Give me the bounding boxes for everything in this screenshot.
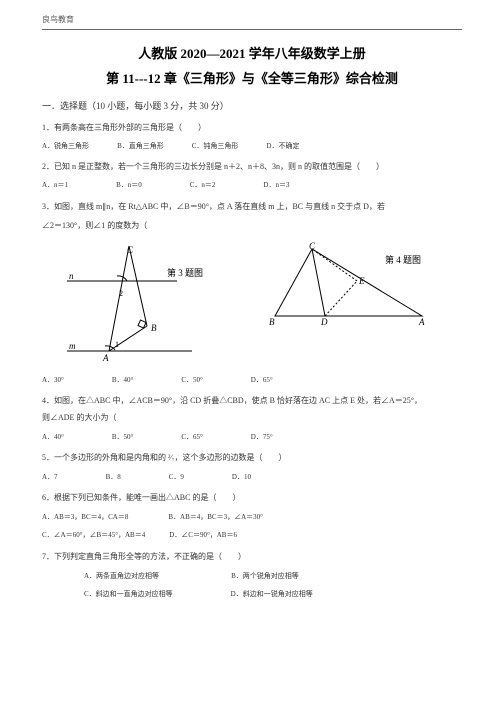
svg-text:A: A [418,317,425,327]
option-a: A．40° [42,431,64,444]
option-row: A．AB＝3，BC＝4，CA＝8 B．AB＝4，BC＝3，∠A＝30° [42,509,462,524]
option-c: C．n＝2 [190,179,216,192]
svg-text:n: n [69,271,74,281]
option-a: A．两条直角边对应相等 [84,570,159,583]
question-3-options: A．30° B．40° C．50° D．65° [42,372,462,387]
option-row-2: C．斜边和一直角边对应相等 D．斜边和一锐角对应相等 [42,586,462,601]
question-text: 4．如图，在△ABC 中，∠ACB＝90°，沿 CD 折叠△CBD，使点 B 恰… [42,393,462,408]
title-line-2: 第 11---12 章《三角形》与《全等三角形》综合检测 [42,69,462,90]
option-c: C．钝角三角形 [192,140,239,153]
svg-text:A: A [102,353,109,361]
option-row: A．两条直角边对应相等 B．两个锐角对应相等 [42,568,462,583]
option-a: A．锐角三角形 [42,140,89,153]
option-a: A．7 [42,471,58,484]
option-d: D．n＝3 [263,179,289,192]
option-d: D．斜边和一锐角对应相等 [231,588,313,601]
figure-4: C B A D E 第 4 题图 [267,241,437,365]
figure-row: C n m A B 2 1 第 3 题图 C B A [42,241,462,365]
option-row-2: C．∠A＝60°，∠B＝45°，AB＝4 D．∠C＝90°，AB＝6 [42,527,462,542]
option-d: D．不确定 [266,140,299,153]
question-text: 6．根据下列已知条件，能唯一画出△ABC 的是（ ） [42,490,462,505]
option-c: C．∠A＝60°，∠B＝45°，AB＝4 [42,529,145,542]
svg-text:2: 2 [119,289,123,298]
option-c: C．9 [169,471,184,484]
option-c: C．65° [181,431,202,444]
option-c: C．50° [181,374,202,387]
option-row: A．锐角三角形 B．直角三角形 C．钝角三角形 D．不确定 [42,138,462,153]
svg-text:第 3 题图: 第 3 题图 [167,267,203,278]
option-d: D．10 [232,471,251,484]
svg-text:C: C [309,241,316,251]
question-text: 7．下列判定直角三角形全等的方法，不正确的是（ ） [42,549,462,564]
option-a: A．n＝1 [42,179,68,192]
option-b: B．两个锐角对应相等 [231,570,299,583]
question-5: 5．一个多边形的外角和是内角和的 ²⁄₇，这个多边形的边数是（ ） A．7 B．… [42,450,462,483]
option-b: B．8 [106,471,121,484]
svg-text:C: C [127,245,134,255]
page-header: 良鸟教育 [42,14,462,30]
option-row: A．30° B．40° C．50° D．65° [42,372,462,387]
question-text: 5．一个多边形的外角和是内角和的 ²⁄₇，这个多边形的边数是（ ） [42,450,462,465]
option-a: A．30° [42,374,64,387]
question-3: 3．如图，直线 m∥n，在 Rt△ABC 中，∠B＝90°，点 A 落在直线 m… [42,199,462,233]
svg-text:B: B [269,317,275,327]
option-b: B．50° [112,431,133,444]
option-row: A．7 B．8 C．9 D．10 [42,469,462,484]
question-text: 3．如图，直线 m∥n，在 Rt△ABC 中，∠B＝90°，点 A 落在直线 m… [42,199,462,214]
option-d: D．75° [251,431,273,444]
svg-text:D: D [320,317,328,327]
question-2: 2．已知 n 是正整数，若一个三角形的三边长分别是 n＋2、n＋8、3n，则 n… [42,159,462,192]
option-d: D．∠C＝90°，AB＝6 [169,529,237,542]
question-text: 2．已知 n 是正整数，若一个三角形的三边长分别是 n＋2、n＋8、3n，则 n… [42,159,462,174]
section-heading: 一．选择题（10 小题，每小题 3 分，共 30 分） [42,99,462,113]
question-text-b: ∠2＝130°，则∠1 的度数为（ [42,218,462,233]
option-a: A．AB＝3，BC＝4，CA＝8 [42,511,128,524]
svg-text:E: E [358,276,365,286]
question-6: 6．根据下列已知条件，能唯一画出△ABC 的是（ ） A．AB＝3，BC＝4，C… [42,490,462,543]
option-b: B．n＝0 [116,179,142,192]
svg-text:1: 1 [115,340,119,349]
question-4: 4．如图，在△ABC 中，∠ACB＝90°，沿 CD 折叠△CBD，使点 B 恰… [42,393,462,445]
option-row: A．n＝1 B．n＝0 C．n＝2 D．n＝3 [42,177,462,192]
option-b: B．40° [112,374,133,387]
option-b: B．AB＝4，BC＝3，∠A＝30° [168,511,263,524]
question-1: 1．有两条高在三角形外部的三角形是（ ） A．锐角三角形 B．直角三角形 C．钝… [42,120,462,153]
svg-text:B: B [151,323,157,333]
question-text: 1．有两条高在三角形外部的三角形是（ ） [42,120,462,135]
option-d: D．65° [251,374,273,387]
svg-text:m: m [69,341,76,351]
question-7: 7．下列判定直角三角形全等的方法，不正确的是（ ） A．两条直角边对应相等 B．… [42,549,462,602]
triangle-fig3-svg: C n m A B 2 1 第 3 题图 [67,241,217,361]
svg-text:第 4 题图: 第 4 题图 [385,254,421,265]
triangle-fig4-svg: C B A D E 第 4 题图 [267,241,437,331]
title-line-1: 人教版 2020—2021 学年八年级数学上册 [42,44,462,65]
option-row: A．40° B．50° C．65° D．75° [42,429,462,444]
option-c: C．斜边和一直角边对应相等 [84,588,173,601]
question-text-b: 则∠ADE 的大小为（ [42,410,462,425]
figure-3: C n m A B 2 1 第 3 题图 [67,241,217,365]
option-b: B．直角三角形 [117,140,164,153]
